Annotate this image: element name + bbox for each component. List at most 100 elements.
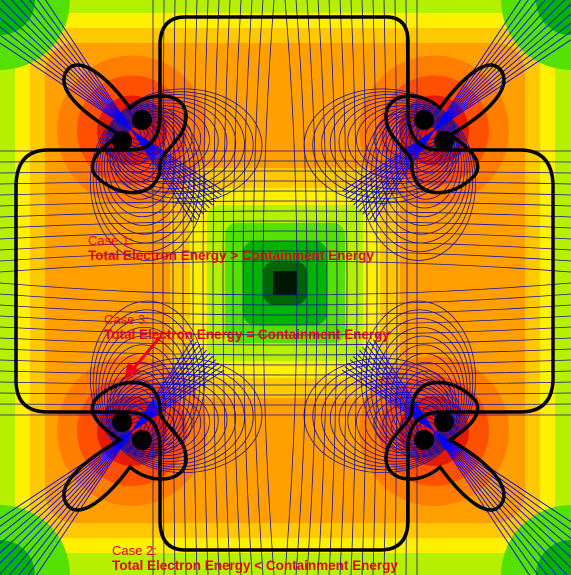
electrode-dot (414, 430, 434, 450)
field-line-horizontal (0, 381, 571, 386)
separatrix-line (372, 0, 522, 223)
bg-center-core (273, 271, 297, 295)
case2-boundary-tr (384, 63, 506, 195)
red-arrow-icon (124, 336, 162, 380)
separatrix-line (8, 346, 204, 575)
separatrix-line (347, 362, 571, 540)
case2-boundary-br (384, 380, 506, 512)
separatrix-line (369, 0, 529, 220)
separatrix-line (0, 34, 222, 196)
field-line-vertical (350, 0, 358, 575)
field-line-vertical (202, 0, 209, 575)
separatrix-line (44, 0, 194, 223)
separatrix-line (362, 346, 558, 575)
separatrix-line (355, 352, 571, 569)
field-line-horizontal (0, 210, 571, 218)
field-line-horizontal (0, 293, 571, 306)
separatrix-line (342, 369, 571, 523)
field-line-vertical (252, 0, 264, 575)
electrode-dot (112, 131, 132, 151)
field-line-vertical (394, 0, 398, 575)
field-line-horizontal (0, 250, 571, 262)
field-line-vertical (162, 0, 165, 575)
field-line-horizontal (0, 304, 571, 316)
electrode-dot (434, 412, 454, 432)
separatrix-line (0, 356, 214, 554)
field-line-vertical (212, 0, 220, 575)
separatrix-line (0, 349, 207, 575)
field-line-horizontal (0, 392, 571, 396)
separatrix-line (0, 352, 211, 564)
separatrix-line (369, 341, 539, 575)
separatrix-line (0, 26, 219, 199)
separatrix-line (342, 39, 571, 192)
field-line-vertical (262, 0, 275, 575)
case2-boundary-bl (62, 380, 188, 512)
separatrix-line (0, 8, 214, 206)
separatrix-line (347, 22, 571, 199)
field-line-vertical (172, 0, 176, 575)
separatrix-line (20, 0, 204, 215)
field-line-vertical (182, 0, 187, 575)
field-line-vertical (306, 0, 318, 575)
separatrix-line (36, 339, 194, 575)
separatrix-line (0, 362, 219, 536)
field-line-loop (90, 300, 206, 458)
separatrix-line (0, 42, 224, 192)
field-line-vertical (232, 0, 242, 575)
separatrix-line (359, 0, 556, 212)
field-line-horizontal (0, 315, 571, 326)
field-line-horizontal (0, 403, 571, 406)
separatrix-line (10, 0, 207, 212)
separatrix-line (37, 0, 197, 220)
field-line-loop (360, 300, 476, 458)
field-line-vertical (284, 0, 298, 575)
separatrix-line (355, 0, 566, 209)
separatrix-line (352, 356, 571, 559)
separatrix-line (344, 366, 571, 531)
field-line-horizontal (0, 170, 571, 174)
field-line-vertical (339, 0, 348, 575)
field-line-vertical (328, 0, 338, 575)
separatrix-line (0, 359, 217, 544)
field-line-vertical (383, 0, 388, 575)
electrode-dot (434, 131, 454, 151)
separatrix-line (365, 344, 548, 575)
separatrix-line (362, 0, 546, 215)
field-line-loop (303, 88, 461, 204)
separatrix-line (349, 13, 571, 203)
electrode-dot (112, 412, 132, 432)
separatrix-line (365, 0, 537, 218)
field-line-horizontal (0, 370, 571, 376)
field-line-vertical (242, 0, 253, 575)
separatrix-line (352, 3, 571, 206)
field-line-vertical (372, 0, 378, 575)
field-line-horizontal (0, 282, 571, 296)
separatrix-line (359, 349, 568, 575)
field-line-vertical (192, 0, 198, 575)
field-line-vertical (295, 0, 308, 575)
field-line-vertical (317, 0, 328, 575)
field-line-horizontal (0, 348, 571, 356)
field-line-vertical (222, 0, 231, 575)
field-line-horizontal (0, 359, 571, 366)
separatrix-line (0, 17, 217, 203)
separatrix-line (372, 339, 530, 575)
electrode-dot (132, 110, 152, 130)
separatrix-line (344, 31, 571, 196)
field-line-horizontal (0, 240, 571, 251)
field-line-horizontal (0, 190, 571, 196)
field-line-horizontal (0, 260, 571, 273)
separatrix-line (29, 0, 201, 218)
separatrix-line (18, 344, 201, 575)
bg-corner-inner (0, 0, 35, 35)
electrodes (112, 110, 454, 450)
bg-corner-inner (536, 0, 571, 35)
separatrix-line (349, 359, 571, 549)
field-line-horizontal (0, 200, 571, 207)
separatrix-line (0, 0, 211, 209)
case2-boundary-tl (62, 63, 188, 195)
